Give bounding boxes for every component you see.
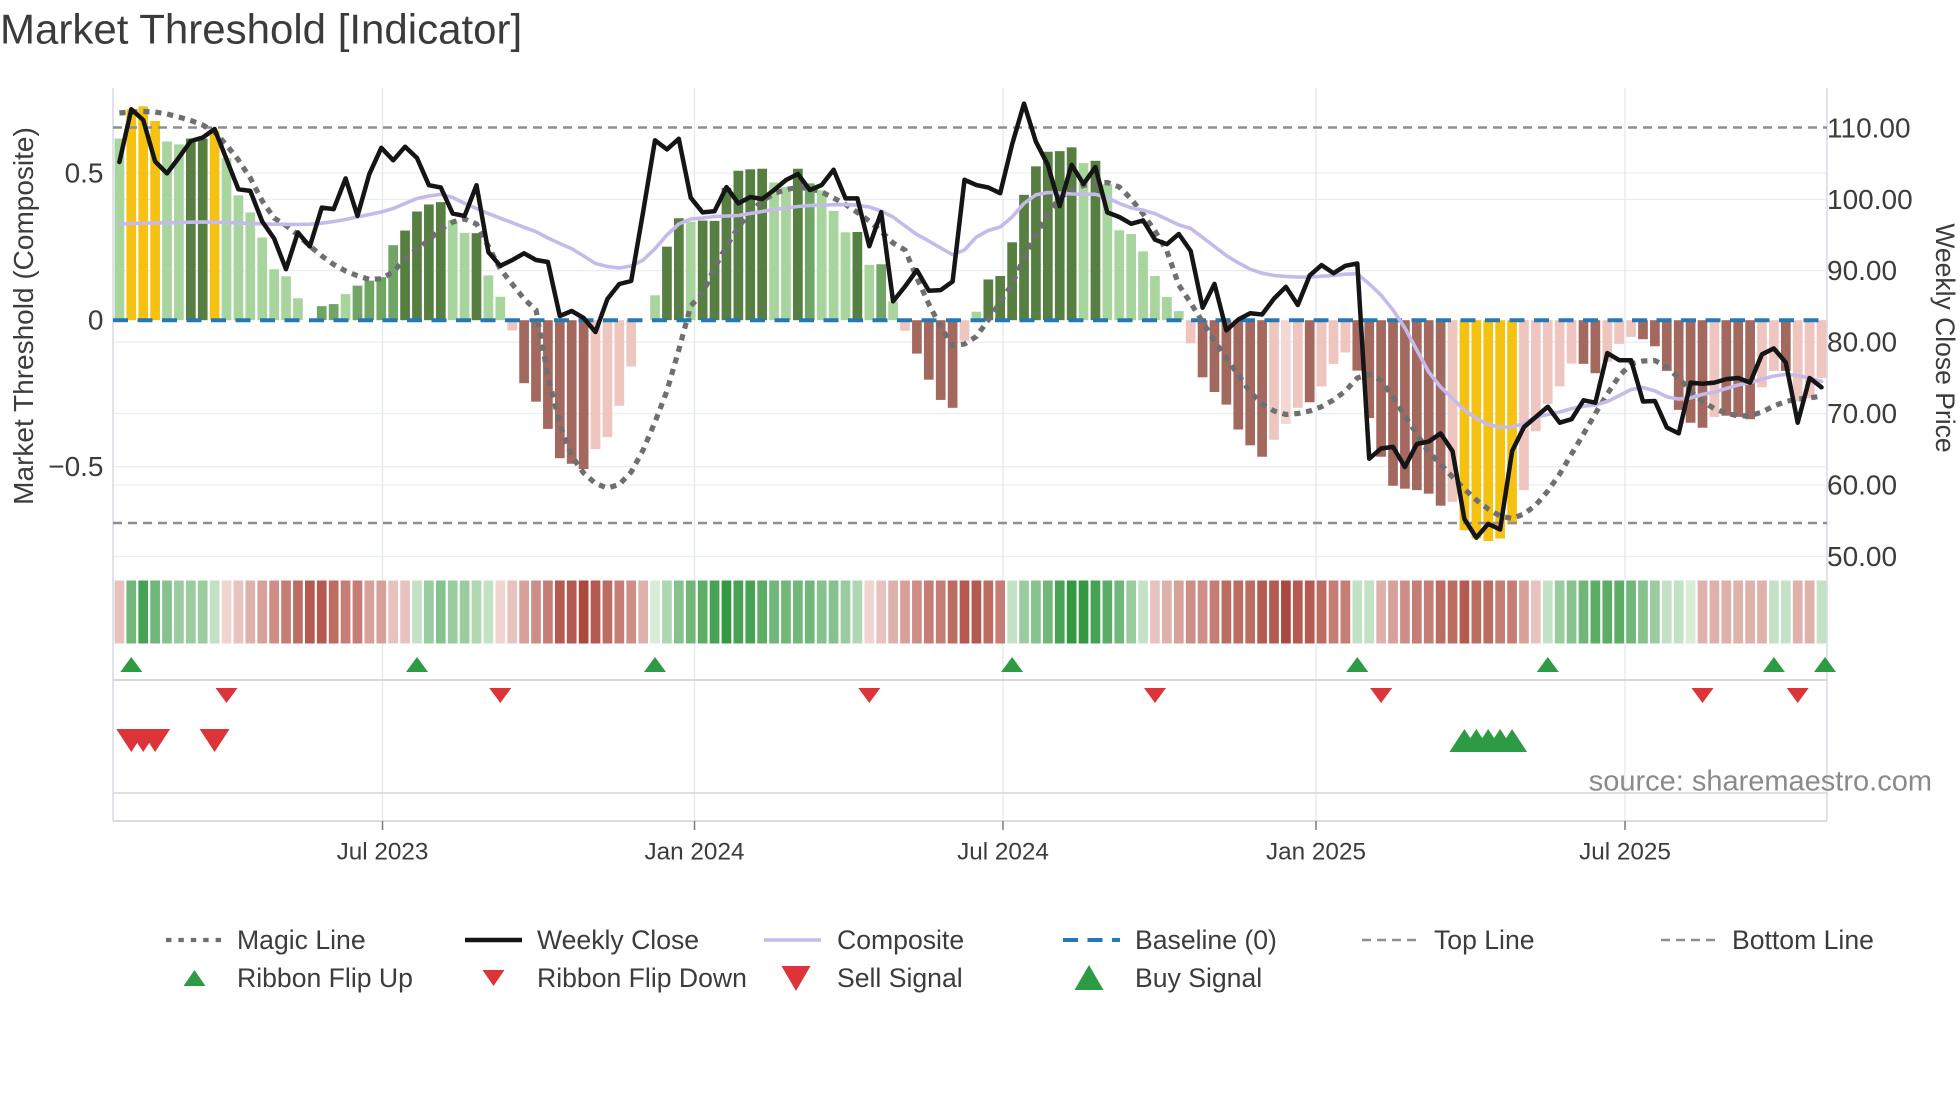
svg-text:0.5: 0.5 (65, 158, 104, 189)
svg-text:Ribbon Flip Down: Ribbon Flip Down (537, 963, 747, 993)
svg-text:Jul 2024: Jul 2024 (957, 839, 1049, 866)
svg-text:90.00: 90.00 (1827, 255, 1897, 286)
svg-text:80.00: 80.00 (1827, 327, 1897, 358)
svg-text:Weekly Close: Weekly Close (537, 925, 699, 955)
svg-text:Jul 2025: Jul 2025 (1579, 839, 1671, 866)
svg-text:Ribbon Flip Up: Ribbon Flip Up (237, 963, 413, 993)
svg-text:Market Threshold (Composite): Market Threshold (Composite) (8, 127, 39, 505)
svg-text:60.00: 60.00 (1827, 470, 1897, 501)
svg-text:100.00: 100.00 (1827, 184, 1913, 215)
svg-text:Magic Line: Magic Line (237, 925, 366, 955)
svg-text:Sell Signal: Sell Signal (837, 963, 963, 993)
svg-text:Buy Signal: Buy Signal (1135, 963, 1262, 993)
svg-text:−0.5: −0.5 (48, 451, 103, 482)
svg-text:50.00: 50.00 (1827, 541, 1897, 572)
svg-text:Baseline (0): Baseline (0) (1135, 925, 1277, 955)
svg-text:Composite: Composite (837, 925, 964, 955)
svg-text:Weekly Close Price: Weekly Close Price (1930, 223, 1960, 452)
svg-text:70.00: 70.00 (1827, 398, 1897, 429)
svg-text:Top Line: Top Line (1434, 925, 1535, 955)
svg-text:Jan 2024: Jan 2024 (645, 839, 745, 866)
svg-text:source: sharemaestro.com: source: sharemaestro.com (1589, 766, 1932, 798)
svg-text:110.00: 110.00 (1827, 113, 1911, 144)
svg-text:Bottom Line: Bottom Line (1732, 925, 1874, 955)
svg-text:Jul 2023: Jul 2023 (337, 839, 429, 866)
svg-text:Jan 2025: Jan 2025 (1266, 839, 1366, 866)
svg-text:0: 0 (88, 305, 104, 336)
svg-text:Market Threshold [Indicator]: Market Threshold [Indicator] (0, 5, 522, 52)
